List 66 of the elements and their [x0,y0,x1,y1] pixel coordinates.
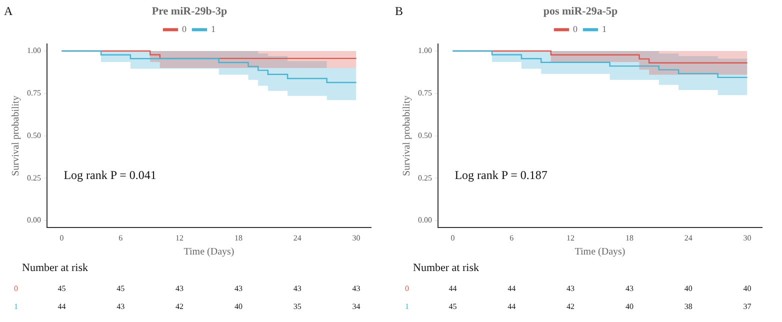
text: 45 [58,284,66,293]
legend-title: pos miR-29a-5p [543,5,618,18]
text: 40 [684,284,692,293]
text: 40 [743,284,752,293]
x-tick-label: 12 [566,233,575,242]
y-tick-label: 0.00 [418,216,432,225]
legend-label: 1 [211,24,216,34]
text: 45 [116,284,125,293]
text: 38 [684,302,692,311]
y-axis-title: Survival probability [402,96,413,176]
text: Number at risk [22,262,88,274]
text: 43 [352,284,360,293]
text: 0 [405,284,409,293]
x-tick-label: 24 [684,233,692,242]
x-tick-label: 18 [234,233,242,242]
text: 35 [293,302,302,311]
annotation: Log rank P = 0.041 [64,168,156,184]
legend-label: 0 [573,24,578,34]
text: 0 [14,284,18,293]
x-axis-title: Time (Days) [184,246,234,258]
x-tick-label: 6 [510,233,514,242]
text: 37 [743,302,752,311]
y-tick-label: 0.00 [27,216,41,225]
x-tick-label: 12 [176,233,184,242]
text: B [395,4,404,19]
text: 1 [14,302,18,311]
text: 1 [405,302,409,311]
y-tick-label: 0.75 [418,88,432,98]
text: 45 [448,302,457,311]
text: 42 [566,302,575,311]
text: 34 [352,302,360,311]
annotation: Log rank P = 0.187 [454,168,548,184]
text: 43 [116,302,125,311]
text: A [4,4,13,19]
text: 44 [448,284,457,293]
x-tick-label: 24 [293,233,302,242]
y-tick-label: 0.75 [27,88,41,98]
x-axis-title: Time (Days) [574,246,626,258]
legend-label: 0 [182,24,187,34]
x-tick-label: 0 [60,233,64,242]
text: 40 [625,302,634,311]
text: 44 [508,302,516,311]
text: 43 [293,284,302,293]
x-tick-label: 0 [450,233,455,242]
text: 43 [176,284,184,293]
text: 40 [234,302,242,311]
text: 44 [508,284,516,293]
text: 43 [625,284,634,293]
legend-title: Pre miR-29b-3p [152,5,228,18]
x-tick-label: 30 [743,233,752,242]
y-axis-title: Survival probability [10,96,22,176]
y-tick-label: 1.00 [27,46,41,56]
x-tick-label: 6 [118,233,123,242]
x-tick-label: 18 [625,233,634,242]
legend-label: 1 [602,24,606,34]
text: 44 [58,302,66,311]
text: 42 [176,302,184,311]
x-tick-label: 30 [352,233,360,242]
y-tick-label: 0.25 [27,173,41,182]
text: 43 [566,284,575,293]
y-tick-label: 1.00 [418,46,432,56]
y-tick-label: 0.50 [27,130,41,140]
text: 43 [234,284,242,293]
y-tick-label: 0.50 [418,130,432,140]
y-tick-label: 0.25 [418,173,432,182]
text: Number at risk [413,262,479,274]
